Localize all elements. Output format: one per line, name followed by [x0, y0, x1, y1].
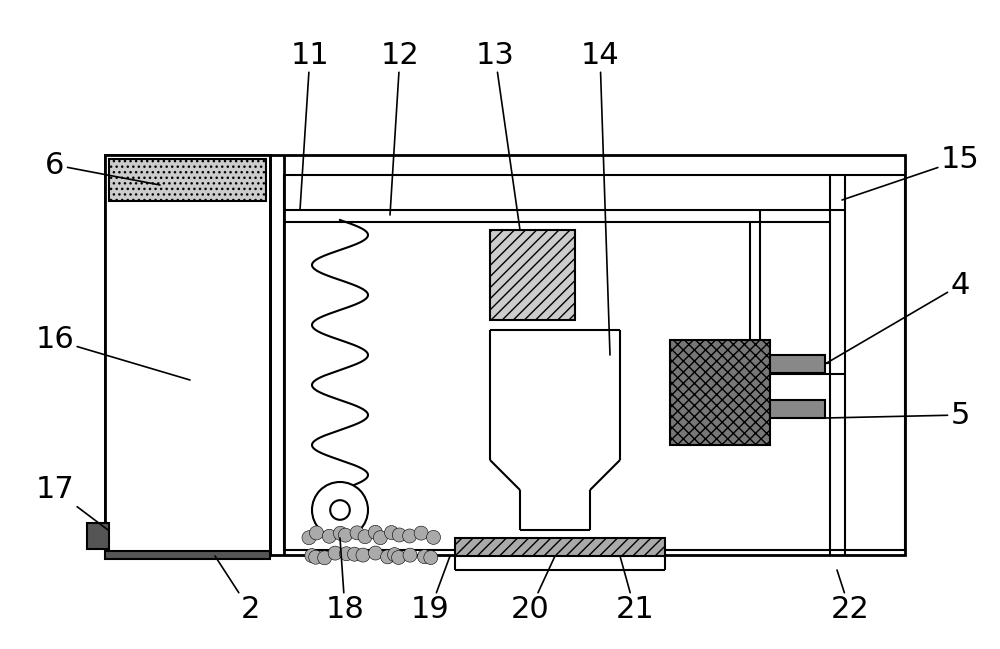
Circle shape — [414, 526, 428, 540]
Circle shape — [339, 546, 353, 561]
Text: 13: 13 — [476, 40, 520, 230]
Circle shape — [368, 546, 382, 560]
Circle shape — [403, 548, 417, 562]
Bar — [109, 159, 266, 201]
Bar — [105, 155, 905, 555]
Text: 16: 16 — [36, 326, 190, 380]
Circle shape — [330, 500, 350, 520]
Text: 6: 6 — [45, 151, 160, 185]
Text: 20: 20 — [511, 556, 555, 624]
Circle shape — [333, 526, 347, 540]
Circle shape — [358, 530, 372, 544]
Circle shape — [418, 550, 432, 563]
Text: 4: 4 — [825, 271, 970, 364]
Circle shape — [381, 550, 395, 564]
Bar — [770, 400, 825, 418]
Circle shape — [392, 550, 406, 565]
Circle shape — [318, 551, 332, 565]
Bar — [105, 551, 270, 559]
Circle shape — [312, 482, 368, 538]
Circle shape — [403, 529, 417, 543]
Bar — [284, 175, 905, 550]
Circle shape — [356, 548, 370, 562]
Circle shape — [427, 530, 441, 545]
Circle shape — [388, 548, 402, 561]
Bar — [87, 523, 109, 549]
Bar — [770, 355, 825, 373]
Text: 5: 5 — [825, 400, 970, 430]
Text: 17: 17 — [36, 476, 108, 530]
Circle shape — [373, 531, 387, 545]
Text: 21: 21 — [616, 556, 654, 624]
Bar — [670, 340, 770, 445]
Circle shape — [347, 547, 361, 561]
Text: 22: 22 — [831, 570, 869, 624]
Circle shape — [350, 526, 364, 540]
Circle shape — [338, 528, 352, 542]
Circle shape — [385, 526, 399, 539]
Text: 2: 2 — [215, 556, 260, 624]
Bar — [105, 155, 270, 555]
Circle shape — [424, 550, 438, 565]
Text: 18: 18 — [326, 538, 364, 624]
Circle shape — [309, 526, 323, 540]
Bar — [455, 538, 665, 556]
Circle shape — [328, 546, 342, 560]
Circle shape — [322, 529, 336, 543]
Text: 19: 19 — [411, 556, 450, 624]
Bar — [490, 230, 575, 320]
Text: 12: 12 — [381, 40, 419, 215]
Circle shape — [305, 548, 319, 563]
Circle shape — [392, 528, 406, 542]
Text: 15: 15 — [842, 145, 979, 200]
Circle shape — [302, 531, 316, 545]
Text: 14: 14 — [581, 40, 619, 355]
Text: 11: 11 — [291, 40, 329, 210]
Circle shape — [309, 550, 323, 564]
Circle shape — [368, 525, 382, 539]
